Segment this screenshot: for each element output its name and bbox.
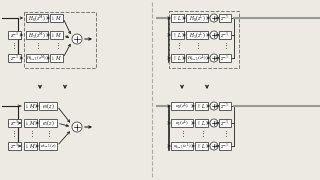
FancyBboxPatch shape [171, 14, 184, 22]
FancyBboxPatch shape [219, 119, 231, 127]
Text: $\vdots$: $\vdots$ [28, 130, 33, 139]
FancyBboxPatch shape [8, 142, 21, 150]
FancyBboxPatch shape [171, 142, 193, 150]
Text: $z^{-1}$: $z^{-1}$ [220, 53, 229, 63]
Text: $H_0(z^L)$: $H_0(z^L)$ [189, 13, 205, 23]
Text: $z^{-1}$: $z^{-1}$ [10, 30, 19, 40]
FancyBboxPatch shape [24, 102, 37, 110]
Text: $\uparrow L$: $\uparrow L$ [172, 14, 183, 22]
FancyBboxPatch shape [219, 31, 231, 39]
FancyBboxPatch shape [186, 14, 208, 22]
Text: $z^{-1}$: $z^{-1}$ [220, 13, 229, 23]
Text: $H_0(z^M)$: $H_0(z^M)$ [28, 13, 46, 23]
Circle shape [210, 102, 218, 110]
Text: $\downarrow M$: $\downarrow M$ [50, 54, 63, 62]
FancyBboxPatch shape [171, 119, 193, 127]
Circle shape [210, 142, 218, 150]
Text: $\uparrow L$: $\uparrow L$ [196, 142, 207, 150]
Circle shape [210, 119, 218, 127]
FancyBboxPatch shape [171, 102, 193, 110]
Text: $\vdots$: $\vdots$ [175, 42, 180, 51]
Text: $z^{-1}$: $z^{-1}$ [220, 118, 229, 128]
Text: $\downarrow M$: $\downarrow M$ [24, 142, 37, 150]
Text: $\vdots$: $\vdots$ [179, 130, 185, 139]
Text: $e_{k-1}(z^L)$: $e_{k-1}(z^L)$ [173, 141, 191, 151]
Text: $z^{-1}$: $z^{-1}$ [10, 53, 19, 63]
Text: $\vdots$: $\vdots$ [10, 130, 16, 139]
Text: $z^{-1}$: $z^{-1}$ [10, 141, 19, 151]
Text: $e_{k-1}(z)$: $e_{k-1}(z)$ [40, 142, 56, 150]
Text: $e_1(z^L)$: $e_1(z^L)$ [175, 118, 189, 128]
FancyBboxPatch shape [39, 142, 57, 150]
Circle shape [72, 34, 82, 44]
FancyBboxPatch shape [24, 142, 37, 150]
FancyBboxPatch shape [50, 14, 63, 22]
Text: $e_0(z)$: $e_0(z)$ [42, 101, 54, 111]
Circle shape [210, 14, 218, 22]
Text: $\vdots$: $\vdots$ [34, 42, 40, 51]
FancyBboxPatch shape [171, 31, 184, 39]
Text: $H_{k-1}(z^M)$: $H_{k-1}(z^M)$ [27, 53, 48, 63]
FancyBboxPatch shape [26, 54, 48, 62]
FancyBboxPatch shape [219, 54, 231, 62]
Text: $\vdots$: $\vdots$ [45, 130, 51, 139]
FancyBboxPatch shape [8, 119, 21, 127]
Text: $\downarrow M$: $\downarrow M$ [50, 14, 63, 22]
Text: $\vdots$: $\vdots$ [199, 130, 204, 139]
Text: $\vdots$: $\vdots$ [194, 42, 200, 51]
Circle shape [210, 31, 218, 39]
Text: $\uparrow L$: $\uparrow L$ [196, 119, 207, 127]
FancyBboxPatch shape [50, 54, 63, 62]
FancyBboxPatch shape [171, 54, 184, 62]
Text: $\vdots$: $\vdots$ [10, 42, 16, 51]
FancyBboxPatch shape [39, 119, 57, 127]
Text: $\vdots$: $\vdots$ [222, 42, 228, 51]
Text: $\uparrow L$: $\uparrow L$ [196, 102, 207, 110]
Text: $H_{k-1}(z^L)$: $H_{k-1}(z^L)$ [187, 53, 207, 63]
FancyBboxPatch shape [219, 14, 231, 22]
Text: $z^{-1}$: $z^{-1}$ [10, 118, 19, 128]
FancyBboxPatch shape [186, 54, 208, 62]
Text: $\uparrow L$: $\uparrow L$ [172, 54, 183, 62]
Text: $\downarrow M$: $\downarrow M$ [24, 119, 37, 127]
FancyBboxPatch shape [26, 31, 48, 39]
Circle shape [210, 54, 218, 62]
Text: $\downarrow M$: $\downarrow M$ [50, 31, 63, 39]
FancyBboxPatch shape [8, 31, 21, 39]
FancyBboxPatch shape [219, 102, 231, 110]
Text: $e_1(z)$: $e_1(z)$ [42, 118, 54, 128]
Text: $z^{-1}$: $z^{-1}$ [220, 30, 229, 40]
FancyBboxPatch shape [219, 142, 231, 150]
FancyBboxPatch shape [186, 31, 208, 39]
FancyBboxPatch shape [195, 102, 208, 110]
Circle shape [72, 122, 82, 132]
Text: $H_1(z^L)$: $H_1(z^L)$ [189, 30, 205, 40]
Text: $H_1(z^M)$: $H_1(z^M)$ [28, 30, 46, 40]
FancyBboxPatch shape [50, 31, 63, 39]
FancyBboxPatch shape [195, 142, 208, 150]
FancyBboxPatch shape [26, 14, 48, 22]
FancyBboxPatch shape [24, 119, 37, 127]
Text: $z^{-1}$: $z^{-1}$ [220, 101, 229, 111]
FancyBboxPatch shape [39, 102, 57, 110]
Text: $e_0(z^L)$: $e_0(z^L)$ [175, 101, 189, 111]
Text: $\vdots$: $\vdots$ [222, 130, 228, 139]
Text: $z^{-1}$: $z^{-1}$ [220, 141, 229, 151]
FancyBboxPatch shape [195, 119, 208, 127]
FancyBboxPatch shape [8, 54, 21, 62]
Text: $\downarrow M$: $\downarrow M$ [24, 102, 37, 110]
Text: $\vdots$: $\vdots$ [53, 42, 60, 51]
Text: $\uparrow L$: $\uparrow L$ [172, 31, 183, 39]
